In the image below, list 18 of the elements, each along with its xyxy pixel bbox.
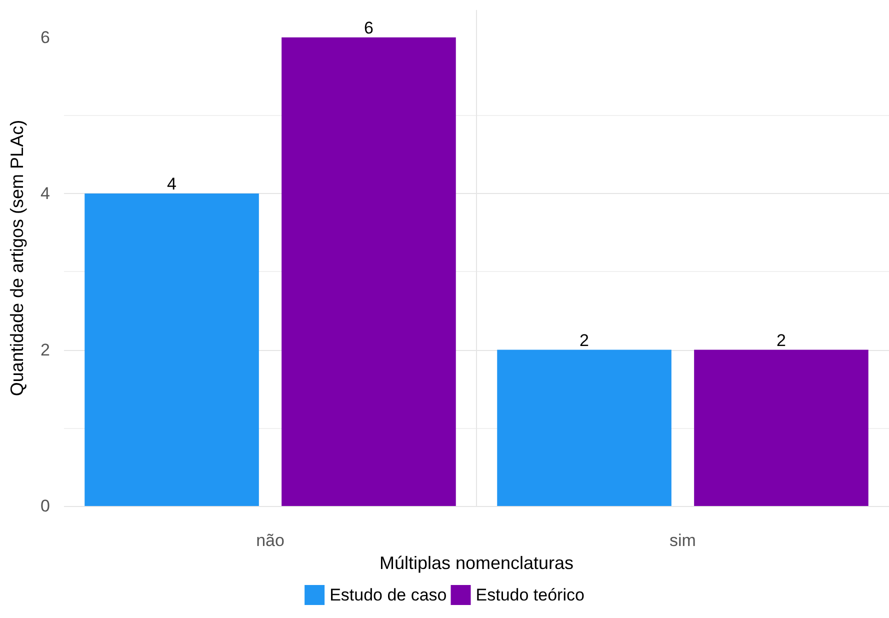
legend-label: Estudo teórico: [476, 586, 584, 604]
y-tick-label: 2: [40, 340, 50, 360]
data-label: 2: [580, 330, 590, 350]
bar: [282, 37, 456, 506]
x-tick-label: não: [256, 531, 284, 550]
bar: [497, 350, 672, 506]
y-tick-label: 4: [40, 184, 50, 204]
x-tick-label: sim: [670, 531, 696, 550]
x-axis-title: Múltiplas nomenclaturas: [379, 552, 574, 573]
data-label: 4: [167, 174, 177, 194]
legend-label: Estudo de caso: [330, 586, 447, 604]
data-label: 2: [776, 330, 786, 350]
data-label: 6: [364, 18, 374, 38]
bar: [694, 350, 868, 506]
y-tick-label: 0: [40, 496, 50, 516]
bar: [84, 194, 259, 506]
y-axis-title: Quantidade de artigos (sem PLAc): [7, 120, 27, 396]
y-tick-label: 6: [40, 28, 50, 47]
